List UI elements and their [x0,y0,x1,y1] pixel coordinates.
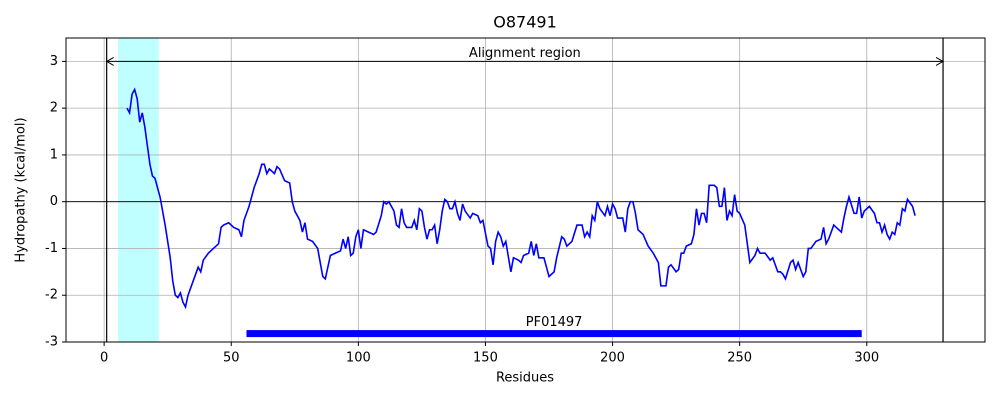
y-tick-label: 3 [50,54,58,69]
domain-label: PF01497 [526,315,583,330]
hydropathy-line [126,87,916,310]
x-tick-label: 200 [600,351,625,366]
arrow-head [935,56,945,66]
plot-frame [65,37,986,343]
x-tick-label: 100 [346,351,371,366]
x-tick-label: 50 [223,351,240,366]
arrow-head [105,56,114,66]
y-tick-label: -1 [45,241,58,256]
domain-bar [246,330,862,338]
y-tick-label: 2 [50,101,58,116]
y-tick-label: -3 [45,335,58,350]
y-axis-label: Hydropathy (kcal/mol) [14,117,29,262]
y-tick-label: -2 [45,288,58,303]
chart-title: O87491 [493,13,557,32]
y-tick-label: 0 [50,194,58,209]
y-tick-label: 1 [50,147,58,162]
shaded-span [118,38,159,342]
x-tick-label: 250 [727,351,752,366]
region-label: Alignment region [469,46,581,61]
x-tick-label: 150 [473,351,498,366]
x-axis-label: Residues [496,371,554,386]
x-tick-label: 300 [854,351,879,366]
x-tick-label: 0 [100,351,108,366]
